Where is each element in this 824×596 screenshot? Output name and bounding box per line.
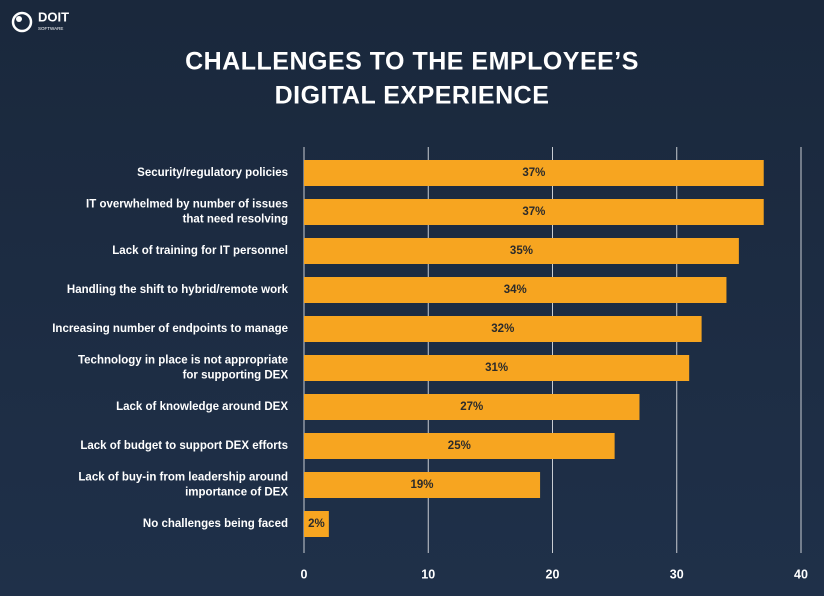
bar xyxy=(304,277,727,303)
chart-title: CHALLENGES TO THE EMPLOYEE’S xyxy=(185,48,639,76)
y-tick-label: Lack of budget to support DEX efforts xyxy=(80,440,288,452)
y-tick-label: No challenges being faced xyxy=(143,518,288,530)
x-tick-label: 40 xyxy=(794,567,808,581)
bar xyxy=(304,433,615,459)
value-label: 32% xyxy=(491,323,514,335)
y-tick-label: importance of DEX xyxy=(185,487,288,499)
value-label: 37% xyxy=(522,167,545,179)
value-label: 2% xyxy=(308,518,325,530)
y-tick-label: Lack of training for IT personnel xyxy=(112,245,288,257)
value-label: 37% xyxy=(522,206,545,218)
logo-dot xyxy=(16,16,22,22)
x-tick-label: 10 xyxy=(421,567,435,581)
chart-title: DIGITAL EXPERIENCE xyxy=(275,82,550,110)
y-tick-label: that need resolving xyxy=(183,214,288,226)
y-tick-label: Lack of knowledge around DEX xyxy=(116,401,288,413)
y-tick-label: Technology in place is not appropriate xyxy=(78,355,288,367)
y-tick-label: Increasing number of endpoints to manage xyxy=(52,323,288,335)
bar xyxy=(304,355,690,381)
bar xyxy=(304,316,702,342)
bar xyxy=(304,394,640,420)
bar xyxy=(304,199,764,225)
value-label: 19% xyxy=(411,479,434,491)
y-tick-label: Security/regulatory policies xyxy=(137,167,288,179)
x-tick-label: 0 xyxy=(301,567,308,581)
logo-subtext: SOFTWARE xyxy=(38,26,63,31)
value-label: 27% xyxy=(460,401,483,413)
y-tick-label: Handling the shift to hybrid/remote work xyxy=(67,284,289,296)
logo-icon xyxy=(11,11,33,33)
value-label: 35% xyxy=(510,245,533,257)
bar xyxy=(304,511,329,537)
bar xyxy=(304,472,541,498)
x-tick-label: 20 xyxy=(546,567,560,581)
x-tick-label: 30 xyxy=(670,567,684,581)
value-label: 31% xyxy=(485,362,508,374)
bar xyxy=(304,160,764,186)
value-label: 34% xyxy=(504,284,527,296)
logo: DOIT SOFTWARE xyxy=(11,9,69,33)
y-tick-label: for supporting DEX xyxy=(183,370,289,382)
value-label: 25% xyxy=(448,440,471,452)
logo-text: DOIT xyxy=(38,9,69,24)
y-tick-label: Lack of buy-in from leadership around xyxy=(78,472,288,484)
bar xyxy=(304,238,739,264)
y-tick-label: IT overwhelmed by number of issues xyxy=(86,199,288,211)
